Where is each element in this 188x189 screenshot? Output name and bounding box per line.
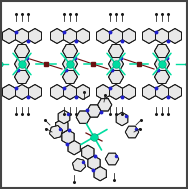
Polygon shape bbox=[82, 145, 94, 160]
Polygon shape bbox=[2, 84, 16, 99]
Polygon shape bbox=[51, 29, 64, 43]
Polygon shape bbox=[62, 45, 77, 57]
Polygon shape bbox=[116, 112, 128, 126]
Polygon shape bbox=[108, 57, 124, 70]
Polygon shape bbox=[62, 70, 77, 84]
Polygon shape bbox=[73, 159, 86, 172]
Polygon shape bbox=[155, 84, 168, 99]
Polygon shape bbox=[77, 29, 89, 43]
Polygon shape bbox=[68, 141, 80, 155]
Polygon shape bbox=[62, 130, 74, 144]
Polygon shape bbox=[108, 45, 124, 57]
Polygon shape bbox=[88, 156, 100, 170]
Polygon shape bbox=[15, 29, 29, 43]
Polygon shape bbox=[98, 99, 112, 111]
Polygon shape bbox=[155, 57, 170, 70]
Polygon shape bbox=[96, 84, 110, 99]
Polygon shape bbox=[58, 110, 70, 124]
Polygon shape bbox=[64, 84, 77, 99]
Polygon shape bbox=[143, 29, 155, 43]
Polygon shape bbox=[62, 57, 77, 70]
Polygon shape bbox=[14, 70, 30, 84]
Polygon shape bbox=[51, 84, 64, 99]
Polygon shape bbox=[168, 84, 181, 99]
Polygon shape bbox=[64, 29, 77, 43]
Polygon shape bbox=[14, 45, 30, 57]
Polygon shape bbox=[109, 29, 123, 43]
Polygon shape bbox=[155, 45, 170, 57]
Polygon shape bbox=[122, 84, 136, 99]
Polygon shape bbox=[15, 84, 29, 99]
Polygon shape bbox=[49, 125, 63, 139]
Polygon shape bbox=[96, 29, 110, 43]
Polygon shape bbox=[77, 84, 89, 99]
Polygon shape bbox=[28, 29, 42, 43]
Polygon shape bbox=[108, 70, 124, 84]
Polygon shape bbox=[105, 153, 119, 165]
Polygon shape bbox=[155, 29, 168, 43]
Polygon shape bbox=[56, 119, 68, 133]
Polygon shape bbox=[76, 111, 90, 123]
Polygon shape bbox=[125, 126, 139, 138]
Polygon shape bbox=[122, 29, 136, 43]
Polygon shape bbox=[14, 57, 30, 70]
Polygon shape bbox=[94, 167, 106, 181]
Polygon shape bbox=[87, 105, 101, 117]
Polygon shape bbox=[2, 29, 16, 43]
Polygon shape bbox=[143, 84, 155, 99]
Polygon shape bbox=[155, 70, 170, 84]
Polygon shape bbox=[28, 84, 42, 99]
Polygon shape bbox=[168, 29, 181, 43]
Polygon shape bbox=[109, 84, 123, 99]
